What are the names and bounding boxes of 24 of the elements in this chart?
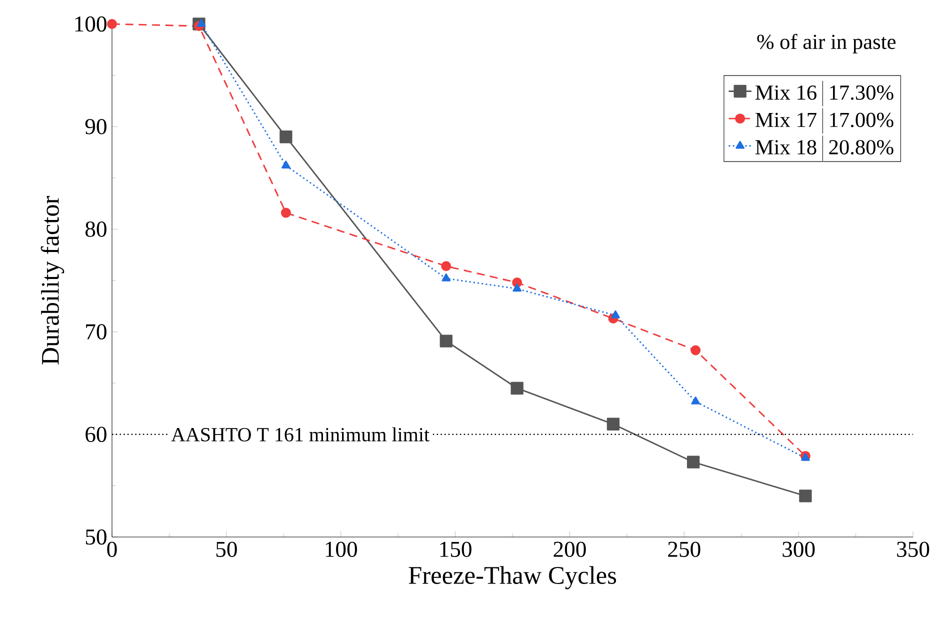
y-tick-label: 60 (86, 426, 106, 442)
y-tick-label: 90 (85, 118, 106, 134)
x-axis-title: Freeze-Thaw Cycles (408, 566, 616, 590)
x-tick-label: 50 (216, 542, 237, 558)
x-tick-label: 250 (668, 542, 700, 558)
x-tick-label: 150 (440, 542, 472, 558)
x-tick-label: 300 (782, 542, 815, 558)
y-tick-label: 50 (86, 529, 106, 545)
annotation: 20.80% (829, 140, 894, 155)
x-tick-label: 200 (554, 542, 586, 558)
y-tick-label: 100 (75, 16, 106, 32)
x-tick-label: 350 (897, 542, 930, 558)
x-tick-label: 100 (326, 542, 357, 558)
annotation: 17.00% (830, 112, 894, 128)
legend-label: Mix 18 (755, 140, 816, 154)
y-axis-title: Durability factor (40, 196, 64, 365)
y-tick-label: 70 (86, 324, 106, 340)
legend-label: Mix 17 (755, 112, 816, 127)
legend-label: Mix 16 (755, 85, 816, 100)
x-tick-label: 0 (107, 542, 117, 558)
annotation: 17.30% (830, 85, 894, 100)
legend-title: % of air in paste (757, 34, 896, 54)
ref-line-label: AASHTO T 161 minimum limit (171, 427, 430, 442)
y-tick-label: 80 (85, 222, 106, 237)
